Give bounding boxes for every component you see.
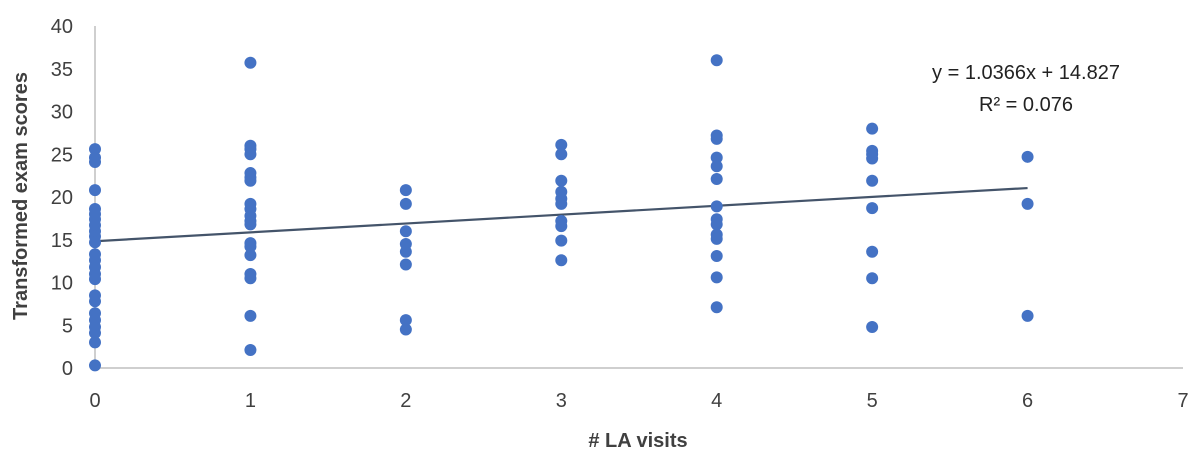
y-tick-label: 0 xyxy=(62,358,73,380)
y-tick-label: 5 xyxy=(62,315,73,337)
data-point xyxy=(710,249,723,262)
data-point xyxy=(244,272,257,285)
data-point xyxy=(244,240,257,253)
x-tick-label: 4 xyxy=(711,390,722,412)
data-point xyxy=(555,254,568,267)
data-point xyxy=(866,245,879,258)
x-tick-label: 6 xyxy=(1022,390,1033,412)
data-point xyxy=(710,132,723,145)
data-point xyxy=(555,220,568,233)
data-point xyxy=(89,326,101,339)
y-tick-label: 20 xyxy=(51,187,73,209)
data-point xyxy=(244,174,257,187)
y-tick-label: 30 xyxy=(51,102,73,124)
data-point xyxy=(89,295,101,308)
data-point xyxy=(555,197,568,210)
data-point xyxy=(866,272,879,285)
x-tick-label: 7 xyxy=(1177,390,1188,412)
data-point xyxy=(1021,197,1034,210)
data-point xyxy=(244,218,257,231)
y-tick-label: 35 xyxy=(51,59,73,81)
y-tick-label: 15 xyxy=(51,230,73,252)
data-point xyxy=(866,202,879,215)
y-tick-label: 10 xyxy=(51,273,73,295)
data-point xyxy=(555,148,568,161)
x-tick-label: 0 xyxy=(89,390,100,412)
data-point xyxy=(555,138,568,151)
data-point xyxy=(710,151,723,164)
data-points xyxy=(89,54,1034,372)
trendline xyxy=(94,186,1028,243)
data-point xyxy=(244,309,257,322)
data-point xyxy=(399,323,412,336)
data-point xyxy=(89,273,101,286)
x-tick-label: 1 xyxy=(245,390,256,412)
data-point xyxy=(555,234,568,247)
y-axis-title: Transformed exam scores xyxy=(10,72,32,320)
data-point xyxy=(710,200,723,213)
data-point xyxy=(244,148,257,161)
data-point xyxy=(244,56,257,69)
data-point xyxy=(399,225,412,238)
y-tick-label: 25 xyxy=(51,144,73,166)
data-point xyxy=(399,197,412,210)
y-tick-label: 40 xyxy=(51,16,73,38)
data-point xyxy=(555,174,568,187)
data-point xyxy=(399,245,412,258)
x-tick-label: 2 xyxy=(400,390,411,412)
data-point xyxy=(710,160,723,173)
data-point xyxy=(89,236,101,249)
data-point xyxy=(244,249,257,262)
data-point xyxy=(866,320,879,333)
data-point xyxy=(866,152,879,165)
data-point xyxy=(710,301,723,314)
x-axis-title: # LA visits xyxy=(588,430,687,452)
data-point xyxy=(89,184,101,197)
x-tick-label: 3 xyxy=(556,390,567,412)
data-point xyxy=(89,143,101,156)
data-point xyxy=(710,54,723,67)
data-point xyxy=(89,359,101,372)
trendline-equation: y = 1.0366x + 14.827 xyxy=(932,62,1120,84)
trendline-layer xyxy=(94,186,1028,243)
data-point xyxy=(399,184,412,197)
data-point xyxy=(710,271,723,284)
data-point xyxy=(1021,309,1034,322)
trendline-r-squared: R² = 0.076 xyxy=(979,94,1073,116)
x-tick-label: 5 xyxy=(867,390,878,412)
tick-labels: 0 1 2 3 4 5 6 7 0 5 10 15 20 25 30 35 40 xyxy=(51,16,1189,412)
data-point xyxy=(89,155,101,168)
data-point xyxy=(1021,150,1034,163)
data-point xyxy=(710,232,723,245)
data-point xyxy=(710,173,723,186)
data-point xyxy=(710,218,723,231)
data-point xyxy=(89,336,101,349)
data-point xyxy=(244,344,257,357)
data-point xyxy=(399,258,412,271)
data-point xyxy=(866,174,879,187)
data-point xyxy=(399,314,412,327)
data-point xyxy=(866,122,879,135)
